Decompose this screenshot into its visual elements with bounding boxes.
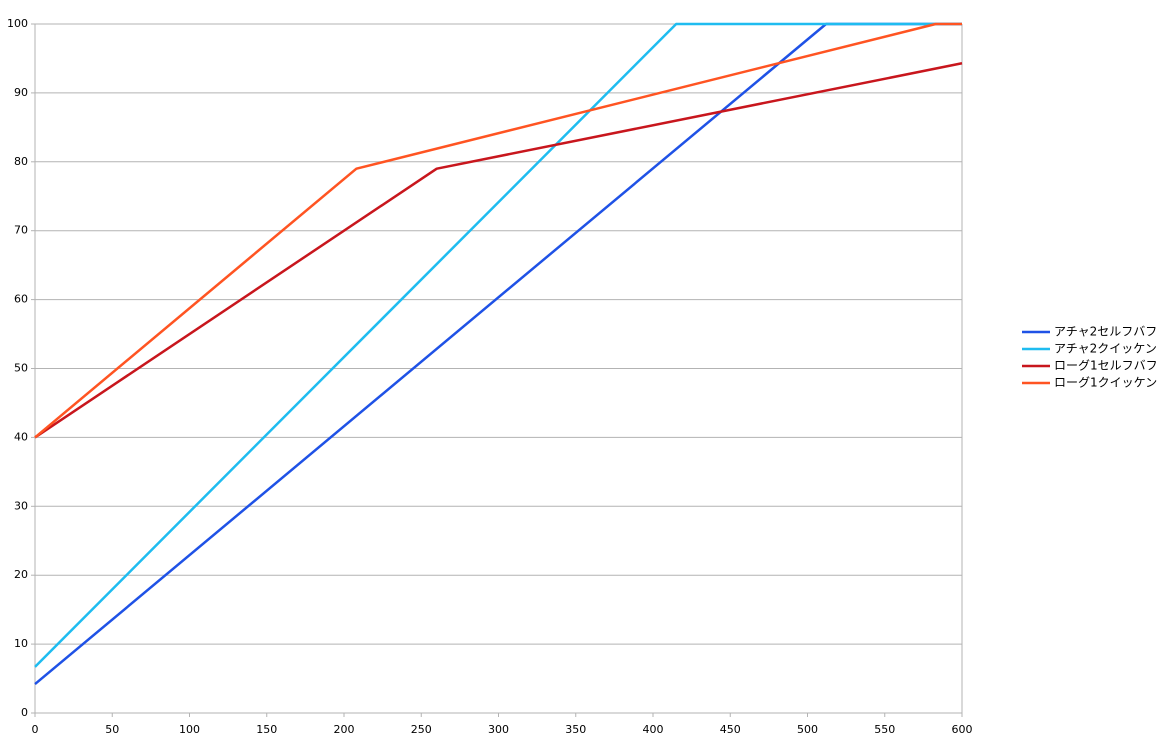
x-tick-label: 350 [565, 723, 586, 736]
x-tick-label: 500 [797, 723, 818, 736]
legend-label: ローグ1セルフバフ [1054, 359, 1158, 373]
y-tick-label: 90 [14, 86, 28, 99]
x-tick-label: 450 [720, 723, 741, 736]
series-line [34, 22, 962, 439]
y-tick-label: 20 [14, 568, 28, 581]
x-tick-label: 300 [488, 723, 509, 736]
y-tick-label: 60 [14, 293, 28, 306]
y-tick-label: 70 [14, 224, 28, 237]
legend-label: アチャ2セルフバフ [1054, 325, 1157, 339]
x-tick-label: 250 [411, 723, 432, 736]
y-tick-label: 50 [14, 362, 28, 375]
y-tick-label: 10 [14, 637, 28, 650]
x-tick-label: 400 [643, 723, 664, 736]
y-tick-label: 100 [7, 17, 28, 30]
y-tick-label: 40 [14, 430, 28, 443]
y-tick-label: 0 [21, 706, 28, 719]
y-tick-label: 30 [14, 499, 28, 512]
x-tick-label: 600 [952, 723, 973, 736]
x-tick-label: 150 [256, 723, 277, 736]
legend-label: ローグ1クイッケン [1054, 376, 1157, 390]
x-tick-label: 550 [874, 723, 895, 736]
series-line [34, 22, 962, 686]
x-tick-label: 100 [179, 723, 200, 736]
series-line [34, 62, 963, 439]
legend-label: アチャ2クイッケン [1054, 342, 1157, 356]
x-tick-label: 200 [334, 723, 355, 736]
x-tick-label: 0 [32, 723, 39, 736]
series-line [34, 22, 962, 668]
y-tick-label: 80 [14, 155, 28, 168]
x-tick-label: 50 [105, 723, 119, 736]
